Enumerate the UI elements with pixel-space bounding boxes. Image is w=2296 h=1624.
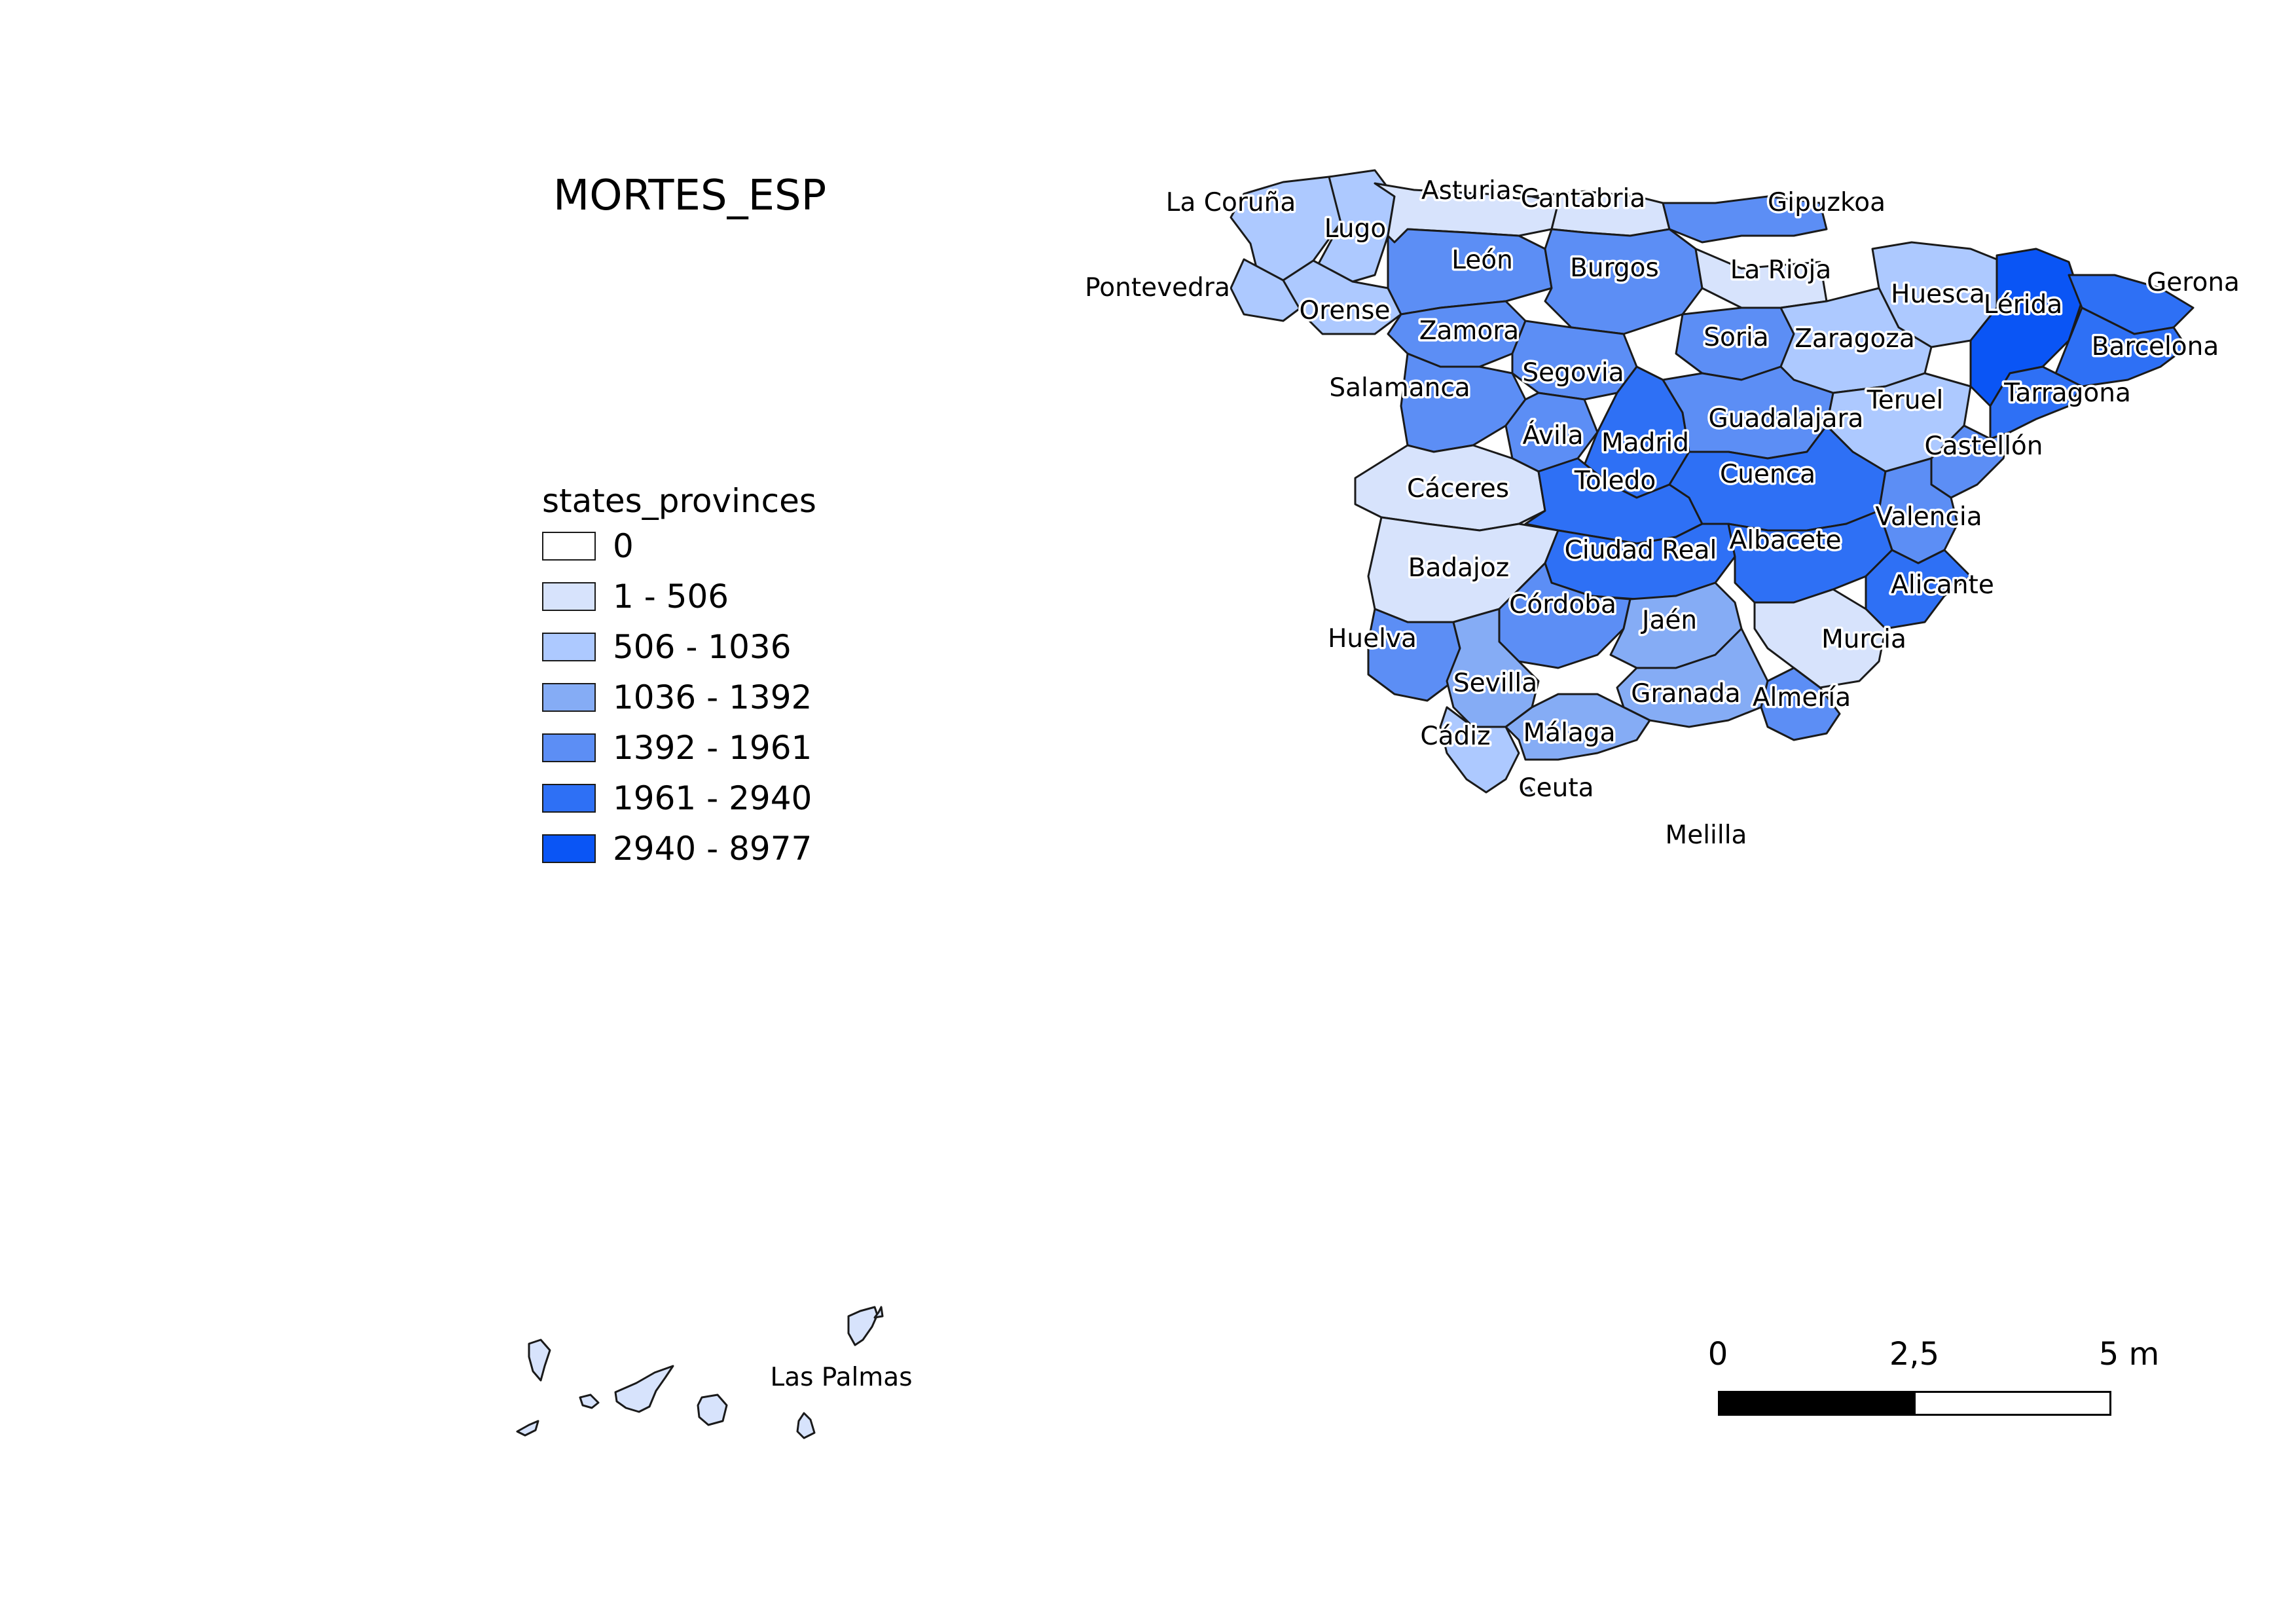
legend-item: 1961 - 2940 bbox=[542, 773, 816, 823]
province-label-la-rioja: La Rioja bbox=[1730, 255, 1832, 285]
scale-bar-segment bbox=[1718, 1391, 1916, 1416]
province-label-orense: Orense bbox=[1300, 296, 1391, 325]
island-outline bbox=[528, 1338, 551, 1382]
legend-swatch bbox=[542, 531, 596, 561]
province-label-leon: León bbox=[1451, 246, 1513, 275]
island-outline bbox=[614, 1365, 674, 1413]
legend-label: 1036 - 1392 bbox=[613, 678, 812, 716]
province-label-zamora: Zamora bbox=[1419, 316, 1519, 346]
legend-item: 0 bbox=[542, 521, 816, 571]
province-label-valencia: Valencia bbox=[1875, 502, 1982, 532]
legend-item: 1 - 506 bbox=[542, 571, 816, 621]
province-label-madrid: Madrid bbox=[1601, 428, 1689, 458]
province-label-guadalajara: Guadalajara bbox=[1709, 404, 1864, 434]
island-outline bbox=[873, 1306, 884, 1319]
province-label-soria: Soria bbox=[1704, 323, 1768, 352]
legend-swatch bbox=[542, 733, 596, 762]
legend-label: 0 bbox=[613, 526, 634, 565]
island-outline bbox=[516, 1420, 539, 1437]
province-label-burgos: Burgos bbox=[1570, 253, 1659, 283]
province-lugo bbox=[1315, 169, 1396, 283]
province-label-ciudad-real: Ciudad Real bbox=[1565, 536, 1717, 565]
province-label-murcia: Murcia bbox=[1821, 625, 1906, 654]
province-label-alicante: Alicante bbox=[1891, 570, 1994, 600]
legend-item: 1036 - 1392 bbox=[542, 672, 816, 722]
province-label-avila: Ávila bbox=[1522, 420, 1583, 451]
island-outline bbox=[579, 1393, 600, 1409]
legend-label: 506 - 1036 bbox=[613, 627, 792, 666]
island-outline bbox=[697, 1393, 728, 1426]
province-label-malaga: Málaga bbox=[1523, 718, 1616, 748]
province-zamora bbox=[1387, 300, 1527, 368]
province-almeria bbox=[1760, 667, 1841, 741]
province-label-la-coruna: La Coruña bbox=[1166, 188, 1296, 217]
province-label-castellon: Castellón bbox=[1925, 432, 2043, 461]
scale-bar-segment bbox=[1914, 1391, 2111, 1416]
province-label-almeria: Almería bbox=[1753, 683, 1851, 712]
province-label-gipuzkoa: Gipuzkoa bbox=[1768, 188, 1886, 217]
province-label-teruel: Teruel bbox=[1867, 386, 1944, 415]
province-label-las-palmas: Las Palmas bbox=[770, 1363, 912, 1392]
island-outline bbox=[847, 1306, 879, 1346]
province-label-pontevedra: Pontevedra bbox=[1085, 273, 1230, 303]
province-label-huelva: Huelva bbox=[1328, 624, 1417, 654]
province-label-tarragona: Tarragona bbox=[2003, 378, 2131, 408]
scale-tick: 0 bbox=[1707, 1336, 1728, 1373]
province-label-badajoz: Badajoz bbox=[1408, 553, 1509, 583]
province-ceuta bbox=[1522, 786, 1535, 798]
legend-swatch bbox=[542, 632, 596, 661]
legend-item: 2940 - 8977 bbox=[542, 823, 816, 874]
province-malaga bbox=[1504, 693, 1651, 761]
province-label-huesca: Huesca bbox=[1891, 280, 1985, 309]
scale-bar: 0 2,5 5 m bbox=[1707, 1336, 2167, 1416]
legend-swatch bbox=[542, 682, 596, 712]
province-label-ceuta: Ceuta bbox=[1518, 773, 1594, 803]
province-gipuzkoa bbox=[1662, 195, 1828, 244]
province-label-albacete: Albacete bbox=[1730, 526, 1842, 555]
province-label-cordoba: Córdoba bbox=[1509, 590, 1616, 619]
scale-tick: 2,5 bbox=[1889, 1336, 1940, 1373]
province-murcia bbox=[1753, 588, 1887, 689]
province-label-salamanca: Salamanca bbox=[1329, 373, 1470, 403]
province-label-cuenca: Cuenca bbox=[1720, 460, 1815, 489]
province-label-cadiz: Cádiz bbox=[1420, 722, 1490, 751]
province-label-toledo: Toledo bbox=[1574, 466, 1656, 496]
legend-label: 2940 - 8977 bbox=[613, 829, 812, 868]
legend-item: 1392 - 1961 bbox=[542, 722, 816, 773]
legend-label: 1961 - 2940 bbox=[613, 779, 812, 817]
province-label-gerona: Gerona bbox=[2147, 268, 2240, 297]
legend-swatch bbox=[542, 783, 596, 813]
province-label-segovia: Segovia bbox=[1522, 358, 1624, 388]
province-label-asturias: Asturias bbox=[1421, 176, 1525, 206]
province-salamanca bbox=[1400, 352, 1527, 453]
legend: states_provinces 0 1 - 506 506 - 1036 10… bbox=[542, 481, 816, 874]
province-label-granada: Granada bbox=[1631, 679, 1740, 709]
province-label-lerida: Lérida bbox=[1984, 290, 2063, 320]
province-label-jaen: Jaén bbox=[1640, 606, 1697, 635]
legend-item: 506 - 1036 bbox=[542, 621, 816, 672]
province-label-melilla: Melilla bbox=[1666, 821, 1747, 850]
legend-title: states_provinces bbox=[542, 482, 816, 520]
province-segovia bbox=[1511, 320, 1638, 401]
province-label-cantabria: Cantabria bbox=[1521, 184, 1646, 213]
province-las-palmas bbox=[796, 1412, 816, 1439]
legend-swatch bbox=[542, 581, 596, 611]
scale-tick: 5 m bbox=[2098, 1336, 2160, 1373]
province-label-sevilla: Sevilla bbox=[1453, 669, 1537, 698]
province-huelva bbox=[1367, 608, 1461, 702]
map-title: MORTES_ESP bbox=[553, 172, 827, 220]
province-label-lugo: Lugo bbox=[1324, 214, 1386, 244]
legend-label: 1392 - 1961 bbox=[613, 728, 812, 767]
province-label-caceres: Cáceres bbox=[1407, 474, 1509, 504]
legend-label: 1 - 506 bbox=[613, 577, 729, 616]
legend-swatch bbox=[542, 834, 596, 863]
province-label-barcelona: Barcelona bbox=[2092, 332, 2219, 361]
province-melilla bbox=[1700, 834, 1707, 842]
province-cadiz bbox=[1439, 706, 1520, 794]
province-label-zaragoza: Zaragoza bbox=[1795, 324, 1915, 354]
